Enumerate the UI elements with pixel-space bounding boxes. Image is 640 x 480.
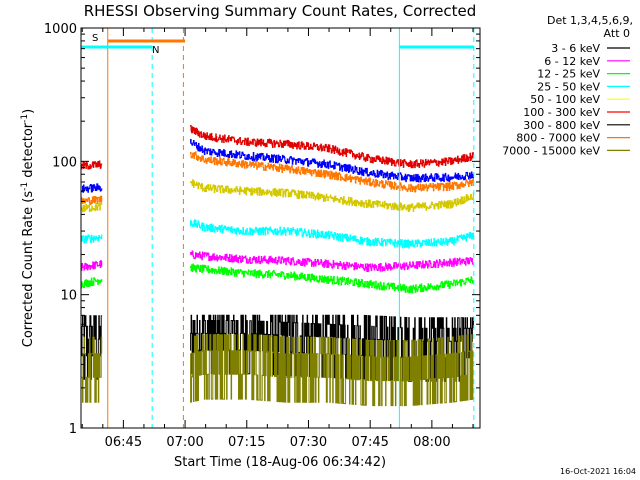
series-trace xyxy=(190,138,474,183)
legend-label: 800 - 7000 keV xyxy=(516,132,600,145)
x-tick-label: 07:30 xyxy=(290,435,327,450)
series-300-800-kev xyxy=(80,138,474,193)
footer-timestamp: 16-Oct-2021 16:04 xyxy=(560,467,636,476)
x-tick-label: 08:00 xyxy=(413,435,450,450)
chart-title: RHESSI Observing Summary Count Rates, Co… xyxy=(84,2,477,20)
series-trace xyxy=(81,336,103,403)
legend-label: 50 - 100 keV xyxy=(530,93,600,106)
flag-label: N xyxy=(152,45,159,56)
series-trace xyxy=(80,183,103,193)
x-tick-label: 06:45 xyxy=(105,435,142,450)
y-tick-label: 100 xyxy=(52,155,77,170)
series-12-25-kev xyxy=(80,263,474,294)
series-trace xyxy=(190,151,474,193)
series-trace xyxy=(80,260,103,271)
x-tick-label: 07:45 xyxy=(351,435,388,450)
legend-label: 6 - 12 keV xyxy=(544,55,600,68)
legend-header-line-1: Det 1,3,4,5,6,9, xyxy=(547,14,633,27)
x-axis-label: Start Time (18-Aug-06 06:34:42) xyxy=(174,455,386,470)
series-trace xyxy=(190,334,474,407)
x-tick-label: 07:15 xyxy=(228,435,265,450)
legend-label: 25 - 50 keV xyxy=(537,80,600,93)
series-trace xyxy=(80,234,103,244)
series-trace xyxy=(190,263,474,294)
y-tick-label: 1 xyxy=(69,422,77,437)
series-trace xyxy=(190,124,474,169)
series-50-100-kev xyxy=(80,179,474,213)
plot-frame xyxy=(80,27,481,429)
legend-label: 300 - 800 keV xyxy=(523,119,600,132)
x-tick-label: 07:00 xyxy=(166,435,203,450)
series-trace xyxy=(190,219,474,249)
x-axis: 06:45 07:00 07:15 07:30 07:45 08:00 xyxy=(81,28,474,450)
legend-label: 7000 - 15000 keV xyxy=(502,144,600,157)
y-tick-label: 10 xyxy=(60,289,77,304)
series-6-12-kev xyxy=(80,250,474,272)
legend-label: 12 - 25 keV xyxy=(537,68,600,81)
legend-header-line-2: Att 0 xyxy=(604,27,630,40)
series-trace xyxy=(80,277,103,289)
y-tick-label: 1000 xyxy=(44,22,77,37)
series-trace xyxy=(80,195,103,206)
flag-label: S xyxy=(92,33,98,44)
series-trace xyxy=(80,160,103,170)
legend-label: 100 - 300 keV xyxy=(523,106,600,119)
series-7000-15000-kev xyxy=(81,334,474,407)
series-100-300-kev xyxy=(80,124,474,170)
series-trace xyxy=(80,202,103,213)
y-axis: 1 10 100 1000 xyxy=(44,22,480,437)
legend-label: 3 - 6 keV xyxy=(551,42,600,55)
series-trace xyxy=(190,179,474,213)
plot-area: SN xyxy=(80,28,475,428)
series-trace xyxy=(190,250,474,272)
y-axis-label: Corrected Count Rate (s-1 detector-1) xyxy=(20,109,36,347)
series-25-50-kev xyxy=(80,219,474,249)
series-800-7000-kev xyxy=(80,151,474,206)
